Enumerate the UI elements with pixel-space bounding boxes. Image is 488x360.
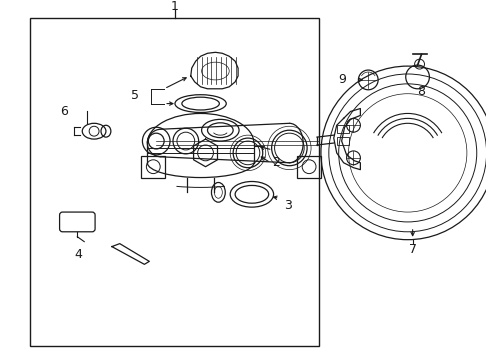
- Text: 7: 7: [408, 243, 416, 256]
- Text: 5: 5: [131, 89, 139, 102]
- Text: 4: 4: [74, 248, 82, 261]
- Text: 1: 1: [171, 0, 179, 13]
- Bar: [141, 156, 165, 177]
- Bar: [30, 18, 318, 346]
- Text: 6: 6: [61, 105, 68, 118]
- Text: 8: 8: [417, 85, 425, 98]
- Text: 3: 3: [284, 199, 292, 212]
- Text: 9: 9: [338, 73, 346, 86]
- Bar: [336, 125, 348, 133]
- FancyBboxPatch shape: [60, 212, 95, 232]
- Bar: [336, 137, 348, 145]
- Text: 2: 2: [272, 156, 280, 169]
- Bar: [297, 156, 320, 177]
